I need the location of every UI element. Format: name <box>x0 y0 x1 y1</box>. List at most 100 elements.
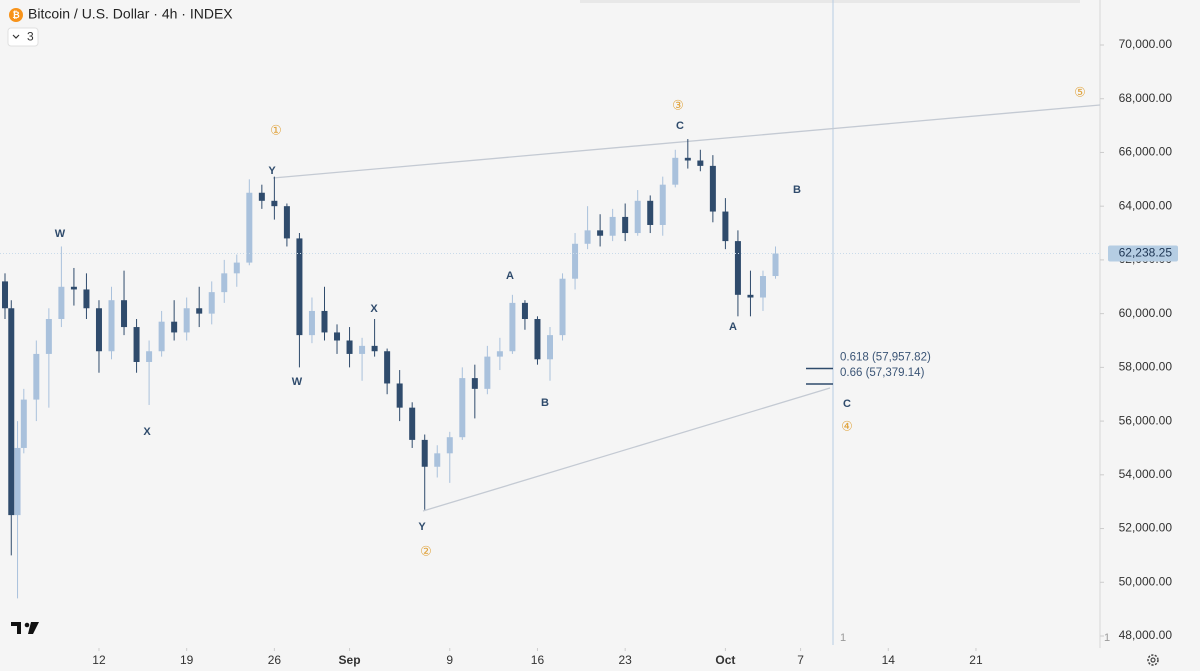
wave-label: X <box>143 426 151 438</box>
wave-label: X <box>370 303 378 315</box>
x-tick-label: Sep <box>339 653 361 667</box>
candle-body <box>659 184 666 225</box>
lower-trendline <box>422 387 831 512</box>
indicator-count: 3 <box>27 30 34 44</box>
gear-outer <box>1147 654 1159 666</box>
candle-body <box>8 308 15 516</box>
candle-body <box>233 262 240 274</box>
candle-body <box>321 310 328 333</box>
wave-label: W <box>292 376 303 388</box>
y-tick-label: 50,000.00 <box>1119 574 1173 588</box>
x-tick-label: 26 <box>268 653 282 667</box>
candle-body <box>722 211 729 242</box>
x-tick-label: Oct <box>715 653 735 667</box>
candle-body <box>559 278 566 336</box>
chevron-icon <box>12 34 20 39</box>
x-tick-label: 12 <box>92 653 106 667</box>
candle-body <box>709 165 716 212</box>
candle-body <box>133 327 140 362</box>
candle-body <box>371 345 378 352</box>
candle-body <box>308 310 315 336</box>
wave-label: Y <box>268 165 276 177</box>
wave-label: A <box>506 270 514 282</box>
wave-label: C <box>843 398 851 410</box>
wave-label: B <box>793 184 801 196</box>
candle-body <box>83 289 90 309</box>
candle-body <box>171 321 178 333</box>
wave-label: A <box>729 321 737 333</box>
candle-body <box>697 160 704 166</box>
candle-body <box>183 308 190 333</box>
last-price-label: 62,238.25 <box>1119 246 1173 260</box>
y-tick-label: 58,000.00 <box>1119 360 1173 374</box>
candle-body <box>258 192 265 201</box>
candle-body <box>45 319 52 354</box>
candle-body <box>146 351 153 362</box>
candle-body <box>95 308 102 352</box>
candle-body <box>534 319 541 360</box>
candle-body <box>459 378 466 438</box>
chart-title: Bitcoin / U.S. Dollar · 4h · INDEX <box>28 6 233 22</box>
candle-body <box>759 276 766 298</box>
wave-label: B <box>541 397 549 409</box>
wave-degree-label: ② <box>420 543 432 558</box>
logo-part <box>24 622 30 628</box>
bitcoin-symbol: ₿ <box>12 10 19 20</box>
wave-label: W <box>55 228 66 240</box>
candle-body <box>246 192 253 263</box>
candle-body <box>684 157 691 161</box>
tradingview-logo <box>11 622 39 634</box>
candle-body <box>208 292 215 314</box>
bitcoin-icon <box>9 8 23 22</box>
candle-body <box>572 243 579 279</box>
fib-level-label: 0.618 (57,957.82) <box>840 352 931 364</box>
candle-body <box>584 230 591 244</box>
x-tick-label: 16 <box>531 653 545 667</box>
pane-label: 1 <box>1104 632 1110 644</box>
candle-body <box>20 399 27 448</box>
candle-body <box>634 200 641 234</box>
candle-body <box>196 308 203 314</box>
candle-body <box>471 378 478 389</box>
x-tick-label: 23 <box>618 653 632 667</box>
candle-body <box>446 437 453 454</box>
candle-body <box>58 286 65 320</box>
y-tick-label: 70,000.00 <box>1119 37 1173 51</box>
candle-body <box>221 273 228 293</box>
y-tick-label: 64,000.00 <box>1119 198 1173 212</box>
indicator-toggle[interactable] <box>7 27 39 47</box>
upper-trendline <box>272 104 1101 179</box>
candle-body <box>747 294 754 298</box>
x-tick-label: 21 <box>969 653 983 667</box>
candle-body <box>622 216 629 234</box>
candle-body <box>496 351 503 357</box>
candle-body <box>396 383 403 408</box>
y-tick-label: 48,000.00 <box>1119 628 1173 642</box>
pane-label: 1 <box>840 632 846 644</box>
y-tick-label: 54,000.00 <box>1119 467 1173 481</box>
candle-body <box>158 321 165 352</box>
logo-part <box>11 622 21 634</box>
settings-icon[interactable] <box>1147 654 1159 666</box>
candle-body <box>672 157 679 185</box>
candle-body <box>597 230 604 236</box>
y-tick-label: 68,000.00 <box>1119 91 1173 105</box>
candle-body <box>384 351 391 384</box>
wave-degree-label: ③ <box>672 97 684 112</box>
wave-degree-label: ⑤ <box>1074 84 1086 99</box>
last-price-tag <box>1108 245 1178 262</box>
x-tick-label: 9 <box>446 653 453 667</box>
wave-label: Y <box>418 521 426 533</box>
candle-body <box>2 281 9 309</box>
candle-body <box>271 200 278 207</box>
wave-label: C <box>676 120 684 132</box>
candles <box>2 139 779 599</box>
candle-body <box>33 353 40 400</box>
candle-body <box>121 300 128 328</box>
candle-body <box>14 447 21 516</box>
x-tick-label: 14 <box>882 653 896 667</box>
candle-body <box>108 300 115 352</box>
candle-body <box>359 345 366 354</box>
